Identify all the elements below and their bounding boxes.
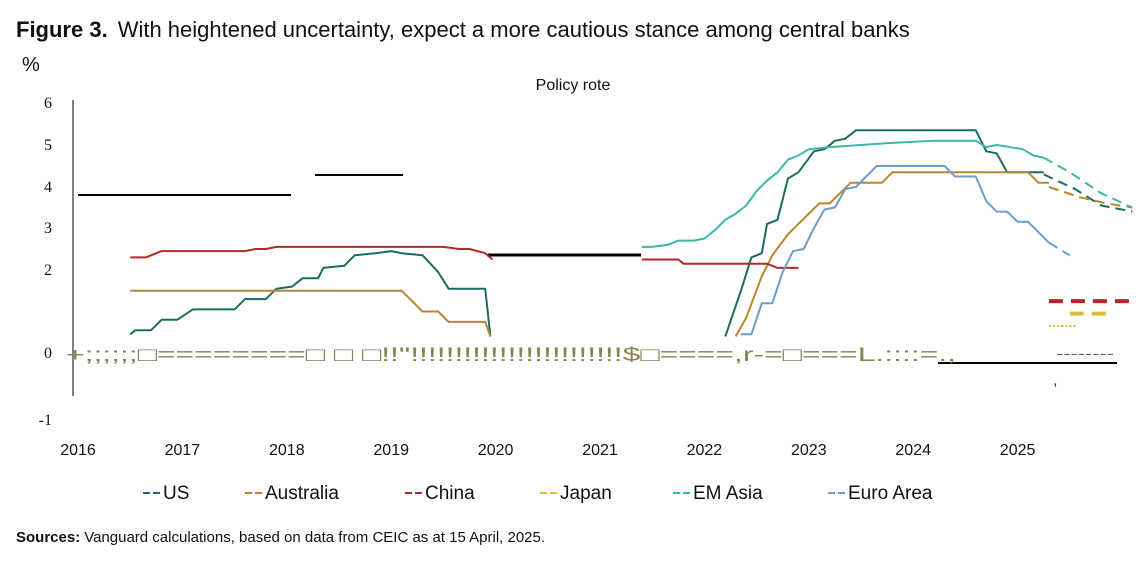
figure-title-text: With heightened uncertainty, expect a mo… xyxy=(117,17,910,42)
legend-label-em-asia: EM Asia xyxy=(693,483,763,504)
series-line-china-post2021 xyxy=(641,258,799,269)
legend-label-japan: Japan xyxy=(560,483,612,504)
series-forecast-euro-area xyxy=(1048,241,1071,257)
x-tick-label: 2017 xyxy=(165,442,201,459)
sources-label: Sources: xyxy=(16,529,81,546)
x-tick-label: 2025 xyxy=(1000,442,1036,459)
zero-line-artifact-text: +;;;;;;□========□ □ □!!"!!!!!!!!!!!!!!!!… xyxy=(66,345,956,366)
forecast-artifact-comma: , xyxy=(1053,372,1057,389)
legend: US Australia China Japan EM Asia Euro Area xyxy=(143,483,933,504)
legend-label-china: China xyxy=(425,483,475,504)
x-tick-label: 2021 xyxy=(582,442,618,459)
series-line-euro-area-post2021 xyxy=(740,165,1050,336)
y-tick-label: 5 xyxy=(44,137,52,154)
sources-text: Vanguard calculations, based on data fro… xyxy=(84,529,546,546)
x-tick-label: 2023 xyxy=(791,442,827,459)
legend-label-us: US xyxy=(163,483,189,504)
series-line-us-post2021 xyxy=(724,129,1044,337)
y-tick-group: 6 5 4 3 2 0 -1 xyxy=(39,95,52,429)
x-tick-label: 2024 xyxy=(895,442,931,459)
y-tick-label: 0 xyxy=(44,345,52,362)
legend-item-australia: Australia xyxy=(245,483,339,504)
series-forecast-us xyxy=(1043,173,1133,213)
legend-item-us: US xyxy=(143,483,189,504)
x-tick-label: 2016 xyxy=(60,442,96,459)
series-line-australia-post2021 xyxy=(734,171,1049,337)
figure-label: Figure 3. xyxy=(16,17,108,42)
legend-item-japan: Japan xyxy=(540,483,612,504)
forecast-artifact-dashes: -------- xyxy=(1056,345,1115,361)
legend-label-australia: Australia xyxy=(265,483,339,504)
legend-item-china: China xyxy=(405,483,475,504)
sources-note: Sources: Vanguard calculations, based on … xyxy=(16,529,545,546)
y-tick-label: 4 xyxy=(44,179,52,196)
series-group xyxy=(129,129,1133,337)
series-line-china-pre2020 xyxy=(130,245,494,261)
x-tick-label: 2022 xyxy=(687,442,723,459)
legend-label-euro-area: Euro Area xyxy=(848,483,933,504)
series-forecast-australia xyxy=(1048,186,1133,209)
legend-item-euro-area: Euro Area xyxy=(828,483,933,504)
x-tick-label: 2020 xyxy=(478,442,514,459)
y-tick-label: 6 xyxy=(44,95,52,112)
series-forecast-em-asia xyxy=(1043,156,1133,209)
y-unit-label: % xyxy=(22,54,40,76)
chart-title: Policy rote xyxy=(536,77,611,94)
policy-rate-chart: Policy rote 6 5 4 3 2 0 -1 2016 2017 2018 2019 202… xyxy=(39,77,1133,504)
x-tick-label: 2019 xyxy=(373,442,409,459)
series-line-australia-pre2020 xyxy=(130,289,492,337)
y-tick-label: 3 xyxy=(44,220,52,237)
x-tick-label: 2018 xyxy=(269,442,305,459)
figure-title: Figure 3. With heightened uncertainty, ex… xyxy=(16,16,910,44)
y-tick-label: -1 xyxy=(39,412,52,429)
x-tick-group: 2016 2017 2018 2019 2020 2021 2022 2023 2024 2025 xyxy=(60,442,1035,459)
legend-item-em-asia: EM Asia xyxy=(673,483,763,504)
y-tick-label: 2 xyxy=(44,262,52,279)
series-line-us-pre2020 xyxy=(129,250,492,337)
series-line-em-asia-post2021 xyxy=(641,139,1044,248)
